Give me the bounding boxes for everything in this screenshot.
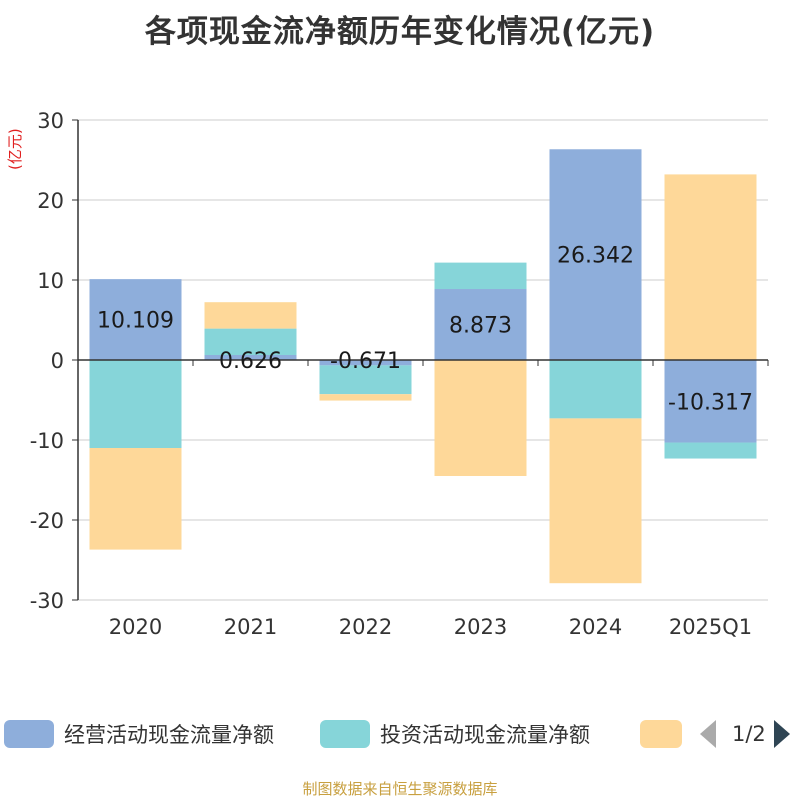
bar-investing-2021 bbox=[204, 328, 297, 355]
bar-operating-2023 bbox=[434, 289, 527, 360]
bar-investing-2025Q1 bbox=[664, 442, 757, 459]
legend-page-indicator: 1/2 bbox=[732, 722, 766, 746]
y-tick-label: -20 bbox=[30, 509, 64, 533]
data-source-note: 制图数据来自恒生聚源数据库 bbox=[302, 780, 498, 798]
legend-swatch-operating bbox=[4, 720, 54, 748]
legend-swatch-financing bbox=[640, 720, 682, 748]
legend: 经营活动现金流量净额 投资活动现金流量净额 1/2 bbox=[0, 716, 800, 752]
legend-label-investing: 投资活动现金流量净额 bbox=[380, 723, 590, 747]
y-tick-label: -10 bbox=[30, 429, 64, 453]
bar-operating-2020 bbox=[89, 279, 182, 360]
legend-item-financing[interactable] bbox=[640, 716, 682, 752]
data-label-operating: 8.873 bbox=[449, 314, 512, 339]
data-label-operating: 26.342 bbox=[557, 244, 634, 269]
x-tick-label: 2023 bbox=[454, 615, 507, 639]
legend-next-page-icon[interactable] bbox=[773, 720, 790, 748]
legend-item-investing[interactable]: 投资活动现金流量净额 bbox=[320, 716, 590, 752]
bar-operating-2024 bbox=[549, 149, 642, 360]
y-tick-label: 10 bbox=[37, 269, 64, 293]
data-label-operating: 0.626 bbox=[219, 349, 282, 374]
bar-financing-2022 bbox=[319, 394, 412, 401]
bar-operating-2025Q1 bbox=[664, 360, 757, 443]
bar-operating-2021 bbox=[204, 354, 297, 360]
bar-operating-2022 bbox=[319, 360, 412, 366]
legend-prev-page-icon[interactable] bbox=[700, 720, 716, 748]
x-tick-label: 2021 bbox=[224, 615, 277, 639]
x-tick-label: 2022 bbox=[339, 615, 392, 639]
bar-financing-2023 bbox=[434, 360, 527, 476]
bar-investing-2023 bbox=[434, 262, 527, 290]
bar-investing-2020 bbox=[89, 360, 182, 448]
data-label-operating: 10.109 bbox=[97, 309, 174, 334]
bar-financing-2020 bbox=[89, 448, 182, 550]
data-label-operating: -0.671 bbox=[330, 349, 401, 374]
y-tick-label: 30 bbox=[37, 109, 64, 133]
bar-financing-2025Q1 bbox=[664, 174, 757, 360]
chart-plot: 30 20 10 0 -10 -20 -30 2020 2021 2022 2023 2024 2025… bbox=[30, 109, 769, 639]
x-tick-label: 2020 bbox=[109, 615, 162, 639]
x-tick-label: 2024 bbox=[569, 615, 622, 639]
bar-investing-2022 bbox=[319, 365, 412, 395]
legend-pager: 1/2 bbox=[700, 716, 790, 752]
data-label-operating: -10.317 bbox=[668, 390, 753, 415]
legend-swatch-investing bbox=[320, 720, 370, 748]
bar-financing-2021 bbox=[204, 302, 297, 329]
y-tick-label: -30 bbox=[30, 589, 64, 613]
y-tick-label: 0 bbox=[51, 349, 64, 373]
bar-financing-2024 bbox=[549, 418, 642, 584]
x-tick-label: 2025Q1 bbox=[669, 615, 752, 639]
legend-item-operating[interactable]: 经营活动现金流量净额 bbox=[4, 716, 274, 752]
chart-title: 各项现金流净额历年变化情况(亿元) bbox=[144, 14, 656, 50]
bar-investing-2024 bbox=[549, 360, 642, 419]
legend-label-operating: 经营活动现金流量净额 bbox=[64, 723, 274, 747]
y-tick-label: 20 bbox=[37, 189, 64, 213]
